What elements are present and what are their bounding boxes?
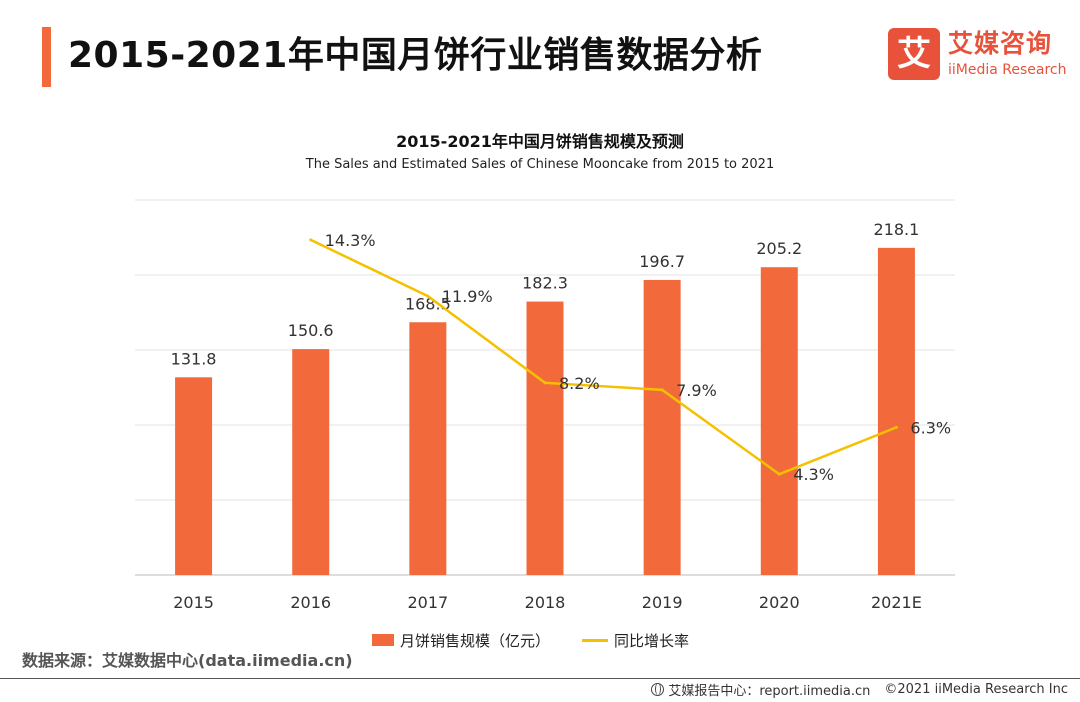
growth-point (309, 238, 313, 242)
bar-value-label: 182.3 (522, 274, 568, 293)
growth-point (777, 472, 781, 476)
growth-line (310, 238, 897, 476)
legend-label-sales: 月饼销售规模（亿元） (400, 631, 551, 650)
chart-subtitle: The Sales and Estimated Sales of Chinese… (305, 157, 775, 172)
page-title: 2015-2021年中国月饼行业销售数据分析 (68, 35, 763, 76)
data-source: 数据来源：艾媒数据中心(data.iimedia.cn) (22, 651, 353, 670)
growth-point (660, 388, 664, 392)
growth-value-label: 6.3% (910, 418, 951, 437)
x-tick-label: 2015 (173, 593, 214, 612)
growth-point (426, 294, 430, 298)
chart-legend: 月饼销售规模（亿元） 同比增长率 (372, 630, 689, 650)
growth-point (543, 381, 547, 385)
bar-2021E (877, 247, 915, 575)
footer: 艾媒报告中心：report.iimedia.cn ©2021 iiMedia R… (651, 680, 1068, 699)
bar-value-label: 131.8 (171, 349, 217, 368)
footer-report-center: 艾媒报告中心：report.iimedia.cn (668, 684, 871, 699)
footer-copyright: ©2021 iiMedia Research Inc (884, 682, 1068, 697)
growth-value-label: 7.9% (676, 381, 717, 400)
chart-title: 2015-2021年中国月饼销售规模及预测 (396, 132, 684, 151)
growth-value-label: 11.9% (442, 287, 493, 306)
x-tick-label: 2017 (407, 593, 448, 612)
x-tick-label: 2016 (290, 593, 331, 612)
x-tick-label: 2019 (642, 593, 683, 612)
bar-2020 (760, 267, 798, 575)
x-tick-label: 2018 (525, 593, 566, 612)
bar-2019 (643, 279, 681, 575)
bar-value-label: 150.6 (288, 321, 334, 340)
x-tick-label: 2021E (871, 593, 922, 612)
bar-value-label: 205.2 (756, 239, 802, 258)
brand-logo: 艾 艾媒咨询 iiMedia Research (888, 28, 1068, 88)
bar-2017 (409, 322, 447, 575)
growth-value-label: 8.2% (559, 374, 600, 393)
x-tick-label: 2020 (759, 593, 800, 612)
title-accent-bar (42, 27, 51, 87)
legend-swatch-sales (372, 634, 394, 646)
legend-label-growth: 同比增长率 (614, 631, 690, 650)
legend-swatch-growth (582, 638, 609, 642)
bar-2018 (526, 301, 564, 575)
growth-point (894, 425, 898, 429)
bar-2016 (292, 349, 330, 575)
brand-logo-mark: 艾 (888, 28, 940, 80)
bar-2015 (175, 377, 213, 575)
bar-value-label: 196.7 (639, 252, 685, 271)
bar-value-label: 218.1 (874, 220, 920, 239)
footer-divider (0, 678, 1080, 679)
brand-name-en: iiMedia Research (948, 62, 1067, 78)
growth-value-label: 14.3% (325, 231, 376, 250)
brand-name-cn: 艾媒咨询 (948, 29, 1053, 58)
globe-icon (651, 683, 665, 696)
growth-value-label: 4.3% (793, 465, 834, 484)
bar-value-label: 168.5 (405, 294, 451, 313)
